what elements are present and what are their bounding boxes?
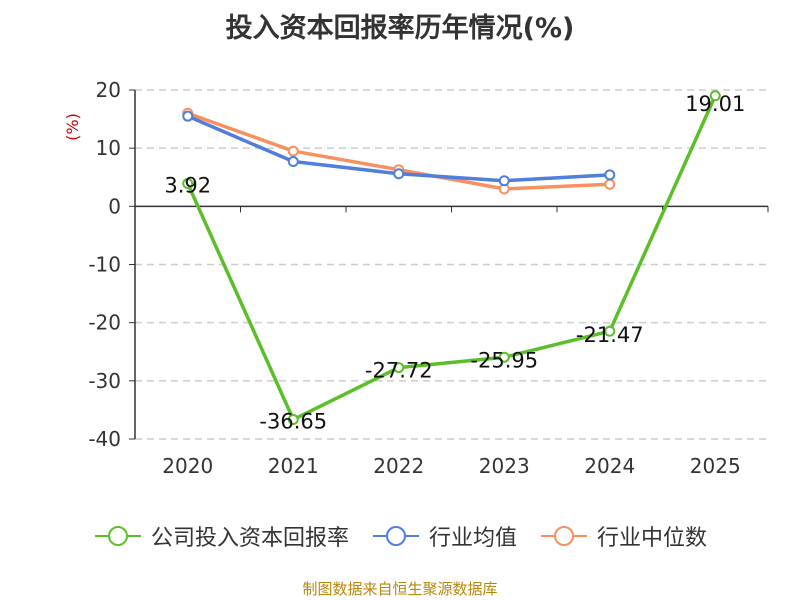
- data-label-company-2021: -36.65: [259, 410, 327, 434]
- legend-item-industry-median[interactable]: 行业中位数: [539, 520, 707, 552]
- data-source-note: 制图数据来自恒生聚源数据库: [302, 580, 498, 598]
- y-tick-label: 10: [96, 136, 121, 160]
- line-chart: 20 10 0 -10 -20 -30 -40 2020 2021 2022 2023 2024 202…: [63, 78, 769, 478]
- data-point-1-3: [498, 175, 510, 187]
- legend-label-company: 公司投入资本回报率: [150, 526, 349, 551]
- data-point-2-1: [287, 145, 299, 157]
- data-label-company-2025: 19.01: [685, 92, 745, 116]
- data-point-0-0: [182, 178, 194, 190]
- x-tick-label-2025: 2025: [690, 454, 741, 478]
- y-tick-label: 20: [96, 78, 121, 102]
- y-tick-label: -20: [88, 311, 121, 335]
- series: [182, 90, 721, 426]
- data-point-1-0: [182, 110, 194, 122]
- y-tick-label: -30: [88, 369, 121, 393]
- data-label-company-2023: -25.95: [470, 348, 538, 372]
- y-axis-unit-label: (%): [63, 113, 82, 141]
- data-label-company-2022: -27.72: [365, 359, 433, 383]
- legend-marker-industry-median: [541, 526, 587, 546]
- x-tick-label-2024: 2024: [584, 454, 635, 478]
- data-point-1-4: [604, 169, 616, 181]
- data-point-0-4: [604, 325, 616, 337]
- data-point-0-5: [709, 90, 721, 102]
- axes: 20 10 0 -10 -20 -30 -40 2020 2021 2022 2023 2024 202…: [88, 78, 769, 478]
- y-tick-label: 0: [108, 194, 121, 218]
- legend-item-industry-mean[interactable]: 行业均值: [371, 520, 517, 552]
- data-label-company-2024: -21.47: [576, 323, 644, 347]
- data-point-0-3: [498, 351, 510, 363]
- legend: 公司投入资本回报率 行业均值 行业中位数: [0, 520, 800, 552]
- series-line-0: [186, 95, 717, 422]
- data-point-2-4: [604, 178, 616, 190]
- data-point-0-1: [287, 414, 299, 426]
- x-tick-label-2021: 2021: [268, 454, 319, 478]
- legend-label-industry-median: 行业中位数: [597, 526, 708, 551]
- y-tick-label: -10: [88, 253, 121, 277]
- legend-marker-industry-mean: [372, 526, 419, 546]
- legend-item-company[interactable]: 公司投入资本回报率: [93, 520, 349, 552]
- legend-marker-company: [94, 526, 141, 546]
- grid-lines: [135, 89, 768, 440]
- x-tick-label-2022: 2022: [373, 454, 424, 478]
- legend-label-industry-mean: 行业均值: [428, 526, 517, 551]
- x-tick-label-2023: 2023: [479, 454, 530, 478]
- y-tick-label: -40: [88, 427, 121, 451]
- data-point-1-1: [287, 156, 299, 168]
- chart-title: 投入资本回报率历年情况(%): [225, 13, 575, 44]
- data-labels: 3.92 -36.65 -27.72 -25.95 -21.47 19.01: [164, 92, 745, 434]
- data-label-company-2020: 3.92: [164, 174, 211, 198]
- data-point-1-2: [393, 168, 405, 180]
- data-point-0-2: [393, 362, 405, 374]
- x-tick-label-2020: 2020: [162, 454, 213, 478]
